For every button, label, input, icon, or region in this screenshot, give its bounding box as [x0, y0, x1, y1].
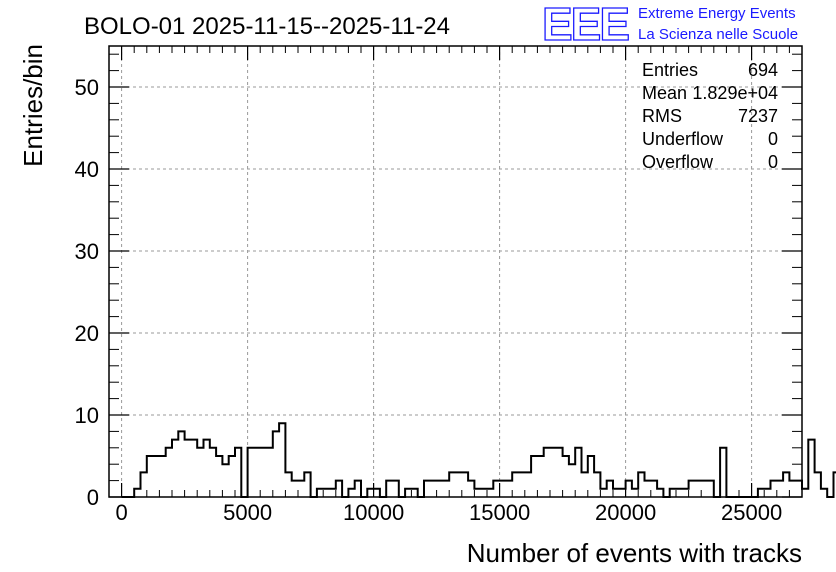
stats-mean-label: Mean [642, 83, 687, 103]
y-tick-label: 20 [75, 321, 99, 346]
y-axis-label: Entries/bin [18, 44, 48, 167]
stats-entries-value: 694 [748, 60, 778, 80]
y-tick-labels: 0 10 20 30 40 50 [75, 75, 99, 510]
stats-rms-label: RMS [642, 106, 682, 126]
logo-line-1: Extreme Energy Events [638, 5, 796, 22]
y-tick-label: 10 [75, 403, 99, 428]
stats-overflow-label: Overflow [642, 152, 714, 172]
stats-entries-label: Entries [642, 60, 698, 80]
y-tick-label: 40 [75, 157, 99, 182]
stats-underflow-label: Underflow [642, 129, 724, 149]
y-tick-label: 0 [87, 485, 99, 510]
logo-mark: EEE [542, 0, 628, 50]
y-tick-label: 50 [75, 75, 99, 100]
x-tick-label: 15000 [469, 500, 530, 525]
x-tick-label: 25000 [721, 500, 782, 525]
x-tick-label: 10000 [343, 500, 404, 525]
stats-overflow-value: 0 [768, 152, 778, 172]
eee-logo: EEE Extreme Energy Events La Scienza nel… [541, 0, 798, 51]
logo-line-2: La Scienza nelle Scuole [638, 26, 798, 43]
stats-mean-value: 1.829e+04 [692, 83, 778, 103]
x-tick-labels: 0 5000 10000 15000 20000 25000 [115, 500, 782, 525]
x-tick-label: 5000 [223, 500, 272, 525]
y-tick-label: 30 [75, 239, 99, 264]
chart-title: BOLO-01 2025-11-15--2025-11-24 [84, 13, 450, 40]
plot-frame [108, 45, 803, 498]
x-tick-label: 0 [115, 500, 127, 525]
stats-box: Entries 694 Mean 1.829e+04 RMS 7237 Unde… [642, 60, 778, 172]
stats-rms-value: 7237 [738, 106, 778, 126]
grid-lines [109, 46, 802, 497]
histogram-series [121, 422, 836, 498]
x-tick-label: 20000 [595, 500, 656, 525]
axis-ticks [108, 46, 803, 498]
stats-underflow-value: 0 [768, 129, 778, 149]
x-axis-label: Number of events with tracks [467, 538, 802, 568]
